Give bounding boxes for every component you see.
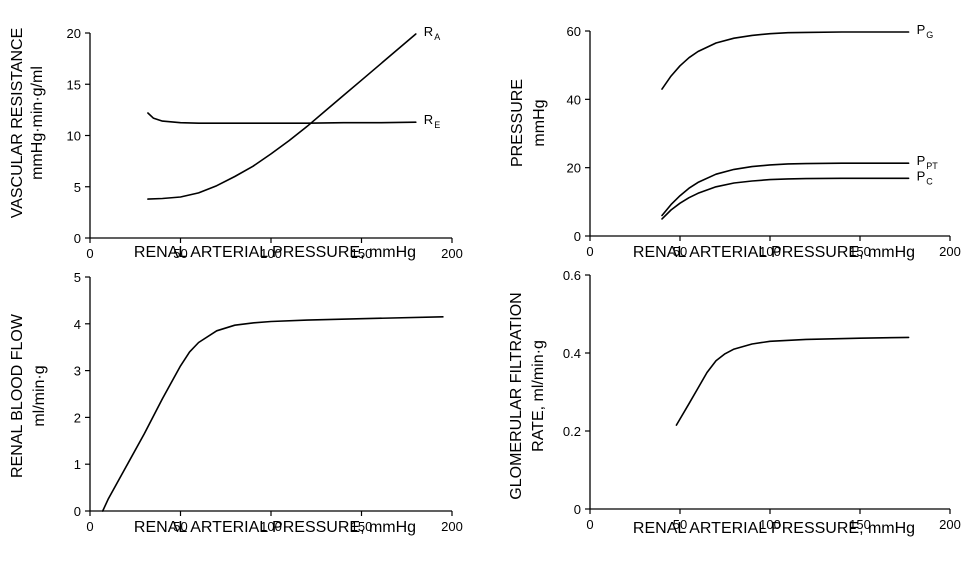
y-axis-label-line-2: mmHg (531, 99, 548, 146)
x-tick-label: 0 (586, 244, 593, 259)
x-tick-label: 200 (441, 246, 463, 261)
y-axis-label-line-2: mmHg·min·g/ml (29, 66, 46, 180)
series-label-r-a: RA (424, 24, 440, 42)
x-tick-label: 0 (586, 517, 593, 532)
series-label-main: P (917, 22, 926, 37)
x-tick-label: 150 (351, 519, 373, 534)
series-label-main: R (424, 112, 433, 127)
series-label-p-c: PC (917, 168, 934, 186)
x-tick-label: 100 (260, 246, 282, 261)
series-label-subscript: A (434, 32, 440, 42)
y-tick-label: 20 (567, 161, 581, 176)
y-tick-label: 0.2 (563, 424, 581, 439)
y-tick-label: 0.6 (563, 268, 581, 283)
x-tick-label: 200 (939, 244, 961, 259)
series-label-subscript: C (926, 176, 933, 186)
y-tick-label: 2 (74, 410, 81, 425)
y-tick-label: 60 (567, 24, 581, 39)
chart-panel-1: 0 50 100 150 200 0 5 10 15 20 RENAL ARTERIAL PRESS… (9, 24, 463, 261)
y-axis-label-line-1: VASCULAR RESISTANCE (9, 28, 26, 219)
y-axis-label-line-2: ml/min·g (31, 365, 48, 426)
series-line-p-g (661, 31, 910, 90)
chart-panel-3: 0 50 100 150 200 0 1 2 3 4 5 RENAL ARTERIAL PRESSUR… (9, 270, 463, 536)
y-tick-label: 20 (67, 26, 81, 41)
y-axis-label-line-1: GLOMERULAR FILTRATION (508, 292, 525, 499)
x-tick-label: 100 (260, 519, 282, 534)
y-tick-label: 0 (74, 231, 81, 246)
x-tick-label: 0 (86, 519, 93, 534)
x-axis-label: RENAL ARTERIAL PRESSURE, mmHg (633, 520, 915, 537)
y-tick-label: 0.4 (563, 346, 581, 361)
x-tick-label: 50 (673, 244, 687, 259)
x-tick-label: 50 (173, 246, 187, 261)
series-line-r-e (147, 112, 417, 124)
y-tick-label: 5 (74, 270, 81, 285)
series-label-subscript: PT (926, 161, 938, 171)
x-axis-label: RENAL ARTERIAL PRESSURE, mmHg (134, 519, 416, 536)
series-label-p-g: PG (917, 22, 934, 40)
series-label-main: P (917, 153, 926, 168)
y-tick-label: 0 (574, 229, 581, 244)
series-line-p-c (661, 177, 910, 220)
x-tick-label: 100 (759, 517, 781, 532)
series-label-r-e: RE (424, 112, 440, 130)
y-tick-label: 1 (74, 457, 81, 472)
series-line-r-a (147, 33, 417, 200)
y-tick-label: 40 (567, 92, 581, 107)
chart-panel-4: 0 50 100 150 200 0 0.2 0.4 0.6 RENAL ARTERIAL PRE… (508, 268, 961, 537)
x-tick-label: 200 (939, 517, 961, 532)
series-label-p-pt: PPT (917, 153, 939, 171)
x-tick-label: 200 (441, 519, 463, 534)
x-axis-label: RENAL ARTERIAL PRESSURE, mmHg (633, 244, 915, 261)
x-tick-label: 150 (351, 246, 373, 261)
x-tick-label: 50 (673, 517, 687, 532)
x-tick-label: 100 (759, 244, 781, 259)
series-line-1 (675, 336, 910, 426)
y-axis-label-line-1: RENAL BLOOD FLOW (9, 313, 26, 478)
x-tick-label: 0 (86, 246, 93, 261)
x-tick-label: 150 (849, 244, 871, 259)
series-line-p-pt (661, 162, 910, 217)
series-label-main: R (424, 24, 433, 39)
x-tick-label: 50 (173, 519, 187, 534)
series-label-subscript: E (434, 120, 440, 130)
series-label-subscript: G (926, 30, 933, 40)
y-tick-label: 0 (574, 502, 581, 517)
y-tick-label: 5 (74, 180, 81, 195)
y-tick-label: 4 (74, 317, 81, 332)
y-tick-label: 0 (74, 504, 81, 519)
series-label-main: P (917, 168, 926, 183)
chart-panel-2: 0 50 100 150 200 0 20 40 60 RENAL ARTERIAL PRESSU… (509, 22, 961, 261)
y-axis-label-line-1: PRESSURE (509, 79, 526, 167)
x-tick-label: 150 (849, 517, 871, 532)
y-tick-label: 3 (74, 364, 81, 379)
y-tick-label: 15 (67, 77, 81, 92)
y-axis-label-line-2: RATE, ml/min·g (530, 340, 547, 452)
y-tick-label: 10 (67, 129, 81, 144)
series-line-1 (101, 316, 444, 512)
x-axis-label: RENAL ARTERIAL PRESSURE, mmHg (134, 244, 416, 261)
